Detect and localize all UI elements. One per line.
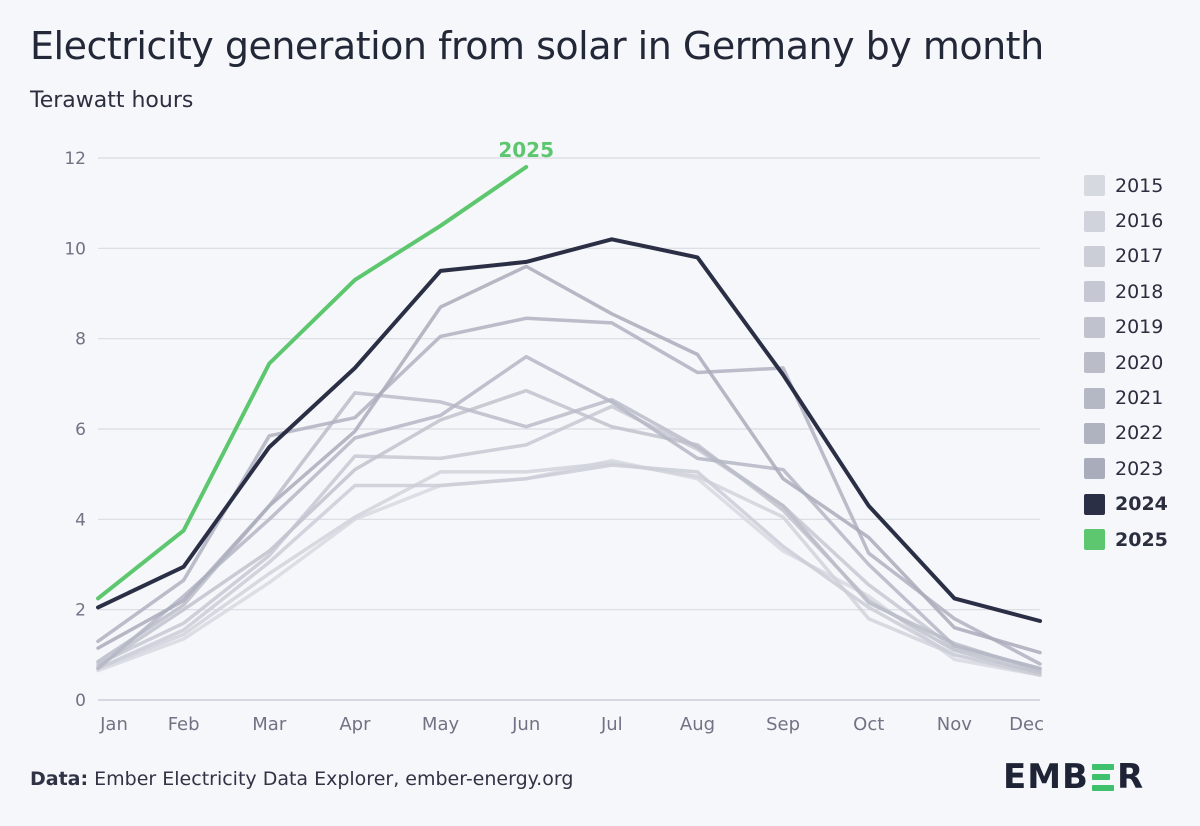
legend-item-2022: 2022	[1084, 416, 1168, 451]
x-tick-label: Sep	[766, 714, 800, 735]
x-tick-label: Aug	[680, 714, 715, 735]
y-tick-label: 4	[75, 510, 86, 530]
source-note: Data: Ember Electricity Data Explorer, e…	[30, 768, 573, 790]
x-tick-label: Oct	[853, 714, 884, 735]
x-tick-label: Dec	[1009, 714, 1044, 735]
logo-e-bars-icon	[1091, 763, 1114, 791]
legend-item-2016: 2016	[1084, 203, 1168, 238]
series-line-2018	[96, 404, 1042, 671]
legend-swatch	[1084, 281, 1105, 303]
x-tick-label: Nov	[937, 714, 972, 735]
series-line-2016	[96, 461, 1042, 675]
chart-subtitle: Terawatt hours	[30, 88, 194, 113]
legend-label: 2015	[1115, 174, 1164, 197]
legend-label: 2025	[1115, 528, 1168, 551]
series-line-2022	[96, 316, 1042, 666]
series-end-label-2025: 2025	[498, 138, 554, 162]
legend-swatch	[1084, 422, 1105, 444]
y-tick-label: 8	[75, 330, 86, 350]
source-text: Ember Electricity Data Explorer, ember-e…	[94, 768, 574, 790]
x-tick-label: Jul	[600, 714, 623, 735]
y-tick-label: 0	[75, 691, 86, 711]
series-line-2015	[96, 458, 1042, 677]
y-tick-label: 10	[64, 239, 86, 259]
x-tick-label: May	[422, 714, 460, 735]
legend-label: 2022	[1115, 422, 1164, 445]
series-line-2020	[96, 391, 1042, 673]
series-line-2024	[96, 237, 1042, 623]
legend-label: 2020	[1115, 351, 1164, 374]
legend-item-2025: 2025	[1084, 522, 1168, 557]
source-label: Data:	[30, 768, 89, 790]
y-tick-label: 2	[75, 601, 86, 621]
legend-swatch	[1084, 458, 1105, 480]
x-tick-label: Feb	[168, 714, 200, 735]
legend-label: 2023	[1115, 457, 1164, 480]
series-line-2023	[96, 264, 1042, 655]
legend-item-2024: 2024	[1084, 487, 1168, 522]
legend-item-2019: 2019	[1084, 310, 1168, 345]
legend-swatch	[1084, 175, 1105, 197]
logo-text-right: R	[1116, 757, 1145, 797]
chart-title: Electricity generation from solar in Ger…	[30, 24, 1044, 68]
legend-item-2021: 2021	[1084, 380, 1168, 415]
x-tick-label: Jan	[99, 714, 128, 735]
legend-swatch	[1084, 387, 1105, 409]
x-tick-label: Apr	[339, 714, 371, 735]
legend-label: 2016	[1115, 210, 1164, 233]
legend-label: 2021	[1115, 387, 1164, 410]
chart-legend: 2015 2016 2017 2018 2019 2020 2021 2022 2023 2024…	[1084, 168, 1168, 557]
legend-item-2020: 2020	[1084, 345, 1168, 380]
legend-swatch	[1084, 493, 1105, 515]
y-tick-label: 6	[75, 420, 86, 440]
series-line-2021	[96, 354, 1042, 671]
x-tick-label: Jun	[511, 714, 540, 735]
series-line-2017	[96, 463, 1042, 677]
legend-label: 2019	[1115, 316, 1164, 339]
legend-item-2018: 2018	[1084, 274, 1168, 309]
y-tick-label: 12	[64, 149, 86, 169]
legend-swatch	[1084, 352, 1105, 374]
legend-swatch	[1084, 316, 1105, 338]
legend-item-2023: 2023	[1084, 451, 1168, 486]
legend-label: 2024	[1115, 493, 1168, 516]
legend-label: 2018	[1115, 280, 1164, 303]
legend-swatch	[1084, 210, 1105, 232]
logo-text-left: EMB	[1003, 757, 1089, 797]
legend-label: 2017	[1115, 245, 1164, 268]
ember-logo: EMB R	[1003, 757, 1144, 797]
legend-item-2017: 2017	[1084, 239, 1168, 274]
x-tick-label: Mar	[252, 714, 287, 735]
series-line-2025	[96, 165, 529, 601]
legend-item-2015: 2015	[1084, 168, 1168, 203]
legend-swatch	[1084, 529, 1105, 551]
legend-swatch	[1084, 245, 1105, 267]
